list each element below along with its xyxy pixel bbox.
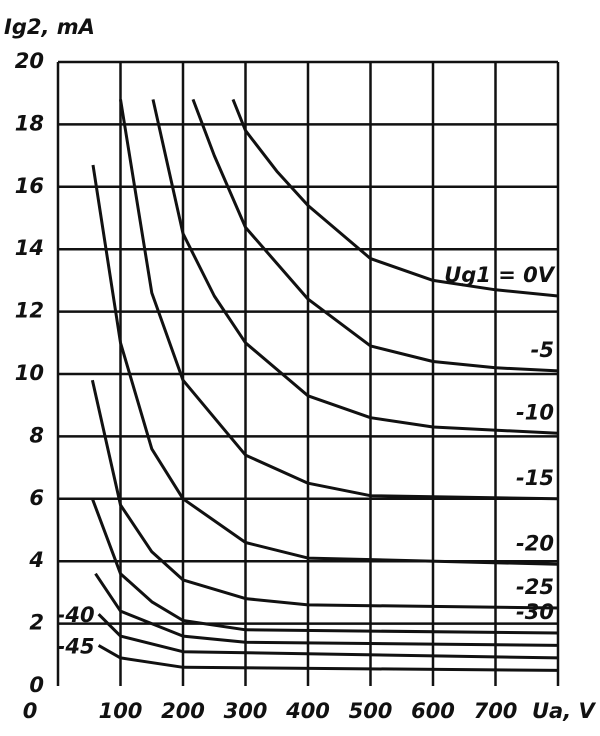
curve <box>90 498 559 635</box>
y-tick-label: 2 <box>29 611 44 635</box>
y-axis-label: Ig2, mA <box>4 15 95 39</box>
y-tick-label: 10 <box>15 361 44 385</box>
x-tick-label: 700 <box>474 699 518 723</box>
y-tick-label: 20 <box>15 49 44 73</box>
series-label: -15 <box>516 466 554 490</box>
series-label: Ug1 = 0V <box>444 263 556 287</box>
curve <box>91 164 559 566</box>
y-tick-label: 14 <box>15 236 44 260</box>
curve <box>191 98 559 373</box>
y-tick-label: 16 <box>15 174 44 198</box>
curve <box>90 379 559 610</box>
series-label: -30 <box>516 600 554 624</box>
curve <box>97 644 559 672</box>
curve <box>119 99 559 501</box>
series-label: -40 <box>57 603 95 627</box>
y-tick-label: 6 <box>29 486 44 510</box>
curve <box>97 613 559 660</box>
series-label: -5 <box>531 338 554 362</box>
y-tick-label: 8 <box>29 423 44 447</box>
y-tick-label: 0 <box>29 673 44 697</box>
x-axis-label: Ua, V <box>532 699 597 723</box>
x-tick-label: 300 <box>224 699 268 723</box>
y-tick-label: 18 <box>15 111 44 135</box>
curve <box>151 99 559 435</box>
curve <box>94 572 559 647</box>
x-tick-label: 400 <box>285 699 330 723</box>
x-tick-label: 100 <box>99 699 143 723</box>
y-tick-label: 12 <box>15 299 44 323</box>
y-tick-label: 4 <box>28 548 44 572</box>
x-tick-label: 500 <box>349 699 393 723</box>
x-tick-label: 600 <box>411 699 455 723</box>
x-tick-label: 200 <box>161 699 205 723</box>
series-label: -25 <box>516 575 554 599</box>
series-label: -10 <box>516 400 554 424</box>
curve <box>231 98 559 298</box>
series-label: -45 <box>57 634 95 658</box>
x-tick-label: 0 <box>23 699 38 723</box>
series-label: -20 <box>516 531 554 555</box>
